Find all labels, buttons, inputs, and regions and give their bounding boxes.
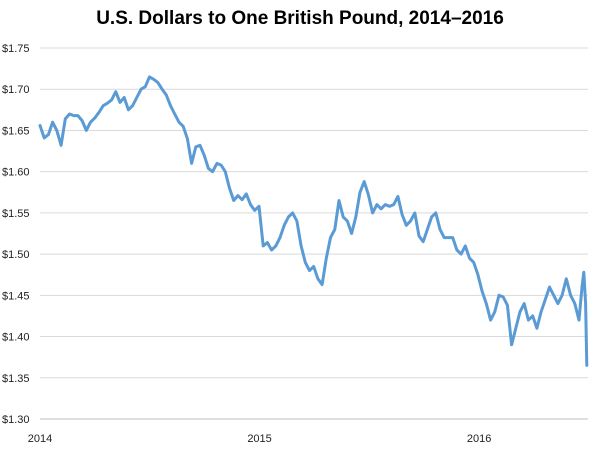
y-tick-label: $1.45: [2, 290, 30, 302]
y-tick-label: $1.75: [2, 43, 30, 55]
y-tick-label: $1.55: [2, 208, 30, 220]
x-tick-label: 2016: [467, 433, 491, 445]
x-axis-ticks: 2014 2015 2016: [28, 433, 492, 445]
y-tick-label: $1.30: [2, 414, 30, 426]
x-tick-label: 2014: [28, 433, 52, 445]
y-tick-label: $1.35: [2, 373, 30, 385]
x-tick-label: 2015: [247, 433, 271, 445]
y-tick-label: $1.65: [2, 125, 30, 137]
chart-title: U.S. Dollars to One British Pound, 2014–…: [96, 8, 504, 29]
y-tick-label: $1.70: [2, 84, 30, 96]
series-line: [38, 75, 589, 367]
y-tick-label: $1.40: [2, 332, 30, 344]
y-tick-label: $1.50: [2, 249, 30, 261]
y-tick-label: $1.60: [2, 167, 30, 179]
gridlines: [40, 47, 588, 420]
y-axis-ticks: $1.30 $1.35 $1.40 $1.45 $1.50 $1.55 $1.60 $1.65…: [2, 43, 30, 426]
series-layer: [38, 75, 589, 367]
